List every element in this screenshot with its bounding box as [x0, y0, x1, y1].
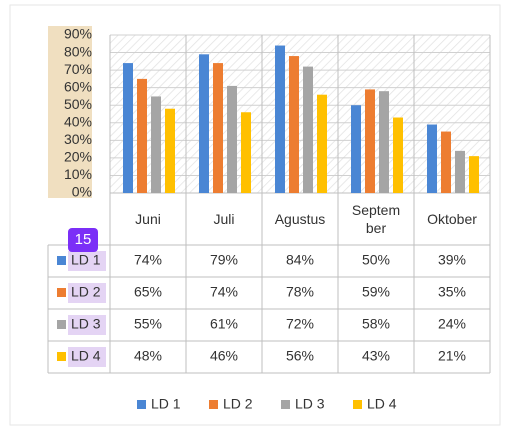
- table-value: 65%: [134, 284, 162, 300]
- badge: 15: [68, 228, 98, 252]
- bar: [441, 131, 451, 193]
- table-value: 59%: [362, 284, 390, 300]
- bar: [351, 105, 361, 193]
- y-tick-label: 30%: [64, 131, 92, 147]
- y-tick-label: 10%: [64, 166, 92, 182]
- legend-key: [209, 400, 218, 409]
- bar: [227, 85, 237, 193]
- table-value: 56%: [286, 348, 314, 364]
- bar: [213, 63, 223, 193]
- legend-key: [281, 400, 290, 409]
- legend-key: [353, 400, 362, 409]
- table-value: 24%: [438, 316, 466, 332]
- x-tick-label: Juni: [135, 211, 161, 227]
- row-label: LD 1: [71, 252, 101, 268]
- y-tick-label: 70%: [64, 61, 92, 77]
- table-value: 46%: [210, 348, 238, 364]
- bar: [275, 45, 285, 194]
- y-tick-label: 90%: [64, 26, 92, 42]
- x-tick-label: Septem ber: [351, 202, 401, 236]
- row-label: LD 2: [71, 284, 101, 300]
- bar: [393, 117, 403, 193]
- bar: [317, 94, 327, 193]
- row-label-highlight: [68, 283, 106, 303]
- x-tick-label: Agustus: [274, 211, 326, 227]
- bar: [455, 150, 465, 193]
- row-key: [57, 320, 66, 329]
- table-value: 74%: [134, 252, 162, 268]
- table-value: 84%: [286, 252, 314, 268]
- table-value: 79%: [210, 252, 238, 268]
- row-label-highlight: [68, 315, 106, 335]
- bar: [469, 156, 479, 193]
- legend-label: LD 2: [223, 396, 253, 412]
- table-value: 74%: [210, 284, 238, 300]
- bar: [303, 66, 313, 193]
- table-value: 72%: [286, 316, 314, 332]
- legend-label: LD 3: [295, 396, 325, 412]
- row-key: [57, 288, 66, 297]
- row-label-highlight: [68, 347, 106, 367]
- y-tick-label: 60%: [64, 78, 92, 94]
- table-value: 35%: [438, 284, 466, 300]
- bar: [123, 63, 133, 193]
- legend-key: [137, 400, 146, 409]
- bar: [365, 89, 375, 193]
- bar: [289, 56, 299, 193]
- legend-label: LD 1: [151, 396, 181, 412]
- y-tick-label: 40%: [64, 113, 92, 129]
- row-key: [57, 352, 66, 361]
- table-value: 61%: [210, 316, 238, 332]
- table-value: 55%: [134, 316, 162, 332]
- x-tick-label: Juli: [213, 211, 235, 227]
- bar: [165, 108, 175, 193]
- bar: [151, 96, 161, 193]
- y-tick-label: 20%: [64, 149, 92, 165]
- bar: [427, 124, 437, 193]
- table-value: 21%: [438, 348, 466, 364]
- y-tick-label: 0%: [72, 184, 92, 200]
- row-label-highlight: [68, 251, 106, 271]
- table-value: 58%: [362, 316, 390, 332]
- legend-label: LD 4: [367, 396, 397, 412]
- y-tick-label: 50%: [64, 96, 92, 112]
- x-tick-label: Oktober: [427, 211, 477, 227]
- row-label: LD 3: [71, 316, 101, 332]
- y-tick-label: 80%: [64, 43, 92, 59]
- row-label: LD 4: [71, 348, 101, 364]
- table-value: 50%: [362, 252, 390, 268]
- tick-highlight: [48, 26, 92, 198]
- bar: [241, 112, 251, 193]
- table-value: 39%: [438, 252, 466, 268]
- bar: [199, 54, 209, 193]
- bar: [137, 78, 147, 193]
- row-key: [57, 256, 66, 265]
- table-value: 48%: [134, 348, 162, 364]
- table-value: 43%: [362, 348, 390, 364]
- bar: [379, 91, 389, 193]
- frame: [9, 4, 501, 426]
- table-value: 78%: [286, 284, 314, 300]
